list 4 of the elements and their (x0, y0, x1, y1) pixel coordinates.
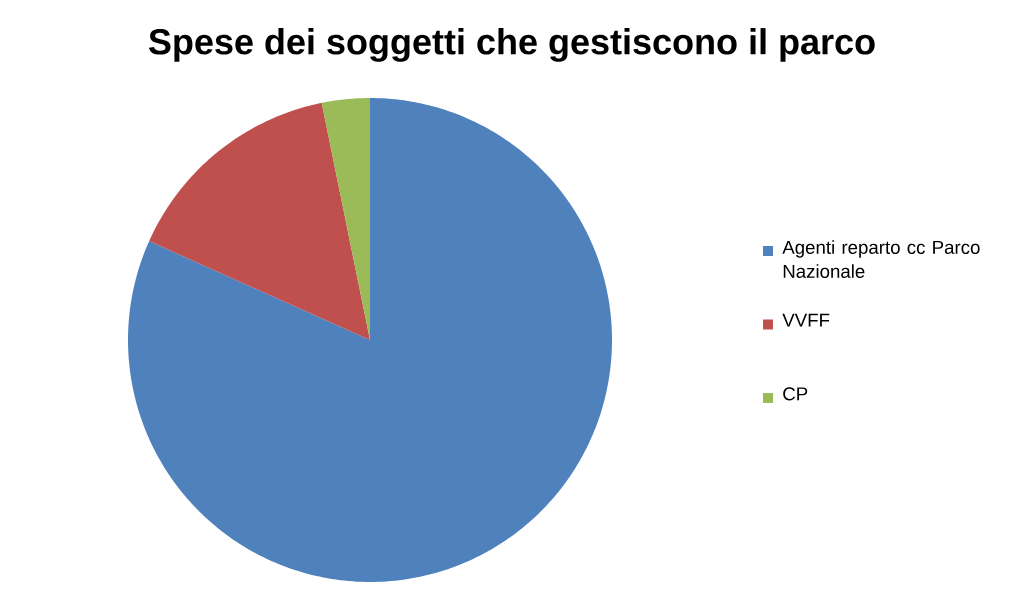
chart-title: Spese dei soggetti che gestiscono il parco (148, 28, 875, 62)
legend-label: VVFF (782, 313, 830, 327)
legend-label: CP (783, 387, 808, 401)
legend-label: Agenti reparto cc Parco Nazionale (782, 240, 980, 278)
